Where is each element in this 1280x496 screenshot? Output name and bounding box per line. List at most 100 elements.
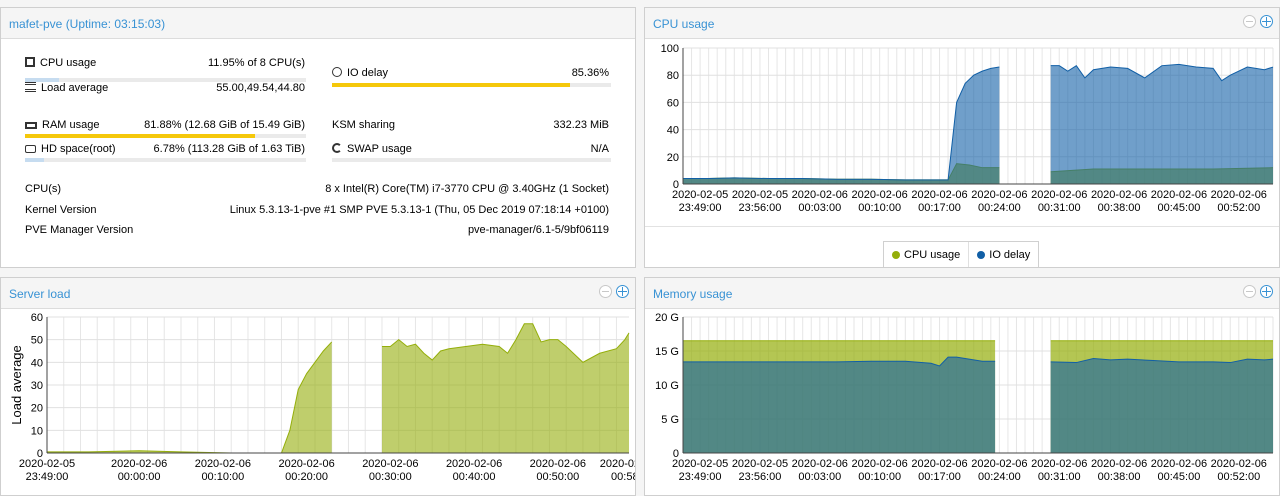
server-load-title: Server load <box>9 287 71 301</box>
hd-space-bar <box>25 158 306 162</box>
x-tick-label-date: 2020-02-06 <box>1151 189 1207 201</box>
cpu-icon <box>25 57 35 67</box>
cpu-usage-title: CPU usage <box>653 17 715 31</box>
cpu-usage-label-row: CPU usage <box>25 57 96 69</box>
memory-usage-chart: 05 G10 G15 G20 G2020-02-0523:49:002020-0… <box>655 312 1274 483</box>
memory-usage-title: Memory usage <box>653 287 733 301</box>
x-tick-label-date: 2020-02-06 <box>792 189 848 201</box>
y-tick-label: 0 <box>673 179 679 191</box>
kernel-version-label: Kernel Version <box>25 204 97 216</box>
zoom-reset-icon[interactable] <box>1243 285 1256 298</box>
x-tick-label-date: 2020-02-06 <box>195 458 251 470</box>
y-tick-label: 0 <box>673 448 679 460</box>
x-tick-label-date: 2020-02-05 <box>19 458 75 470</box>
x-tick-label-time: 23:49:00 <box>679 202 722 214</box>
y-tick-label: 60 <box>667 97 679 109</box>
ram-usage-value: 81.88% (12.68 GiB of 15.49 GiB) <box>144 119 305 131</box>
x-tick-label-date: 2020-02-06 <box>111 458 167 470</box>
cpu-usage-panel: CPU usage 0 20 40 60 80 100 2020-02-05 23:49:00… <box>644 7 1280 268</box>
hd-space-label: HD space(root) <box>41 143 116 155</box>
x-tick-label-time: 00:03:00 <box>798 202 841 214</box>
legend-item-io-delay[interactable]: IO delay <box>968 242 1038 267</box>
summary-panel: mafet-pve (Uptime: 03:15:03) CPU usage 1… <box>0 7 636 268</box>
memory-usage-header: Memory usage <box>645 278 1279 309</box>
x-tick-label-date: 2020-02-06 <box>852 189 908 201</box>
x-tick-label-date: 2020-02-06 <box>971 458 1027 470</box>
x-tick-label-date: 2020-02-06 <box>1031 189 1087 201</box>
server-load-panel: Server load 0 10 20 30 40 50 60 2020-02-05 23:49… <box>0 277 636 496</box>
y-tick-label: 20 <box>667 152 679 164</box>
area-io-delay <box>1050 64 1273 184</box>
x-tick-label-time: 00:45:00 <box>1158 471 1201 483</box>
x-tick-label-time: 00:52:00 <box>1217 202 1260 214</box>
hd-space-bar-fill <box>25 158 45 162</box>
x-tick-label-date: 2020-02-06 <box>1211 458 1267 470</box>
y-tick-label: 50 <box>31 335 43 347</box>
ram-usage-label-row: RAM usage <box>25 119 99 131</box>
line-used <box>1050 357 1274 364</box>
pve-manager-version-value: pve-manager/6.1-5/9bf06119 <box>467 224 609 236</box>
x-tick-label-time: 00:31:00 <box>1038 202 1081 214</box>
memory-usage-header-icons <box>1243 285 1273 298</box>
ram-usage-label: RAM usage <box>42 119 100 131</box>
x-tick-label-time: 00:58 <box>611 471 636 483</box>
io-delay-label: IO delay <box>347 67 388 79</box>
x-tick-label-time: 23:49:00 <box>26 471 69 483</box>
y-tick-label: 5 G <box>661 414 679 426</box>
ram-usage-bar-fill <box>25 134 256 138</box>
zoom-reset-icon[interactable] <box>1243 15 1256 28</box>
cpu-usage-bar <box>25 78 306 82</box>
legend-label-io: IO delay <box>989 249 1031 261</box>
zoom-in-icon[interactable] <box>1260 285 1273 298</box>
line-load-average <box>47 341 333 454</box>
y-tick-label: 100 <box>661 43 679 55</box>
zoom-reset-icon[interactable] <box>599 285 612 298</box>
x-tick-label-time: 00:45:00 <box>1158 202 1201 214</box>
zoom-in-icon[interactable] <box>1260 15 1273 28</box>
x-tick-label-date: 2020-02-05 <box>732 189 788 201</box>
cpu-usage-chart: 0204060801002020-02-0523:49:002020-02-05… <box>661 43 1274 214</box>
io-delay-value: 85.36% <box>571 67 609 79</box>
cpu-usage-header: CPU usage <box>645 8 1279 39</box>
legend-item-cpu-usage[interactable]: CPU usage <box>884 242 968 267</box>
ram-usage-bar <box>25 134 306 138</box>
x-tick-label-time: 00:30:00 <box>369 471 412 483</box>
swap-usage-label-row: SWAP usage <box>332 143 412 155</box>
kernel-version-value: Linux 5.3.13-1-pve #1 SMP PVE 5.3.13-1 (… <box>229 204 609 216</box>
cpu-usage-legend: CPU usage IO delay <box>883 241 1040 267</box>
x-tick-label-date: 2020-02-06 <box>1031 458 1087 470</box>
x-tick-label-date: 2020-02-06 <box>911 189 967 201</box>
summary-header: mafet-pve (Uptime: 03:15:03) <box>1 8 635 39</box>
x-tick-label-date: 2020-02-06 <box>1151 458 1207 470</box>
io-delay-label-row: IO delay <box>332 67 388 79</box>
zoom-in-icon[interactable] <box>616 285 629 298</box>
cpus-value: 8 x Intel(R) Core(TM) i7-3770 CPU @ 3.40… <box>325 183 609 195</box>
x-tick-label-time: 00:10:00 <box>858 202 901 214</box>
cpus-label: CPU(s) <box>25 183 62 195</box>
io-delay-bar <box>332 83 611 87</box>
area-io-delay <box>683 67 1000 184</box>
legend-label-cpu: CPU usage <box>904 249 961 261</box>
x-tick-label-time: 00:10:00 <box>201 471 244 483</box>
y-tick-label: 40 <box>667 125 679 137</box>
x-tick-label-date: 2020-02-06 <box>1211 189 1267 201</box>
load-average-label: Load average <box>41 82 109 94</box>
load-average-value: 55.00,49.54,44.80 <box>216 82 305 94</box>
line-load-average <box>381 323 630 363</box>
list-icon <box>25 82 36 92</box>
x-tick-label-date: 2020-02-05 <box>672 189 728 201</box>
hdd-icon <box>25 145 36 153</box>
area-load-average <box>47 341 332 453</box>
pve-manager-version-label: PVE Manager Version <box>25 224 134 236</box>
swap-usage-value: N/A <box>590 143 609 155</box>
hd-space-label-row: HD space(root) <box>25 143 116 155</box>
refresh-icon <box>332 143 342 153</box>
y-tick-label: 20 <box>31 403 43 415</box>
x-tick-label-time: 00:00:00 <box>118 471 161 483</box>
x-tick-label-date: 2020-02-06 <box>362 458 418 470</box>
y-axis-label: Load average <box>9 345 24 425</box>
memory-icon <box>25 122 37 129</box>
ksm-sharing-value: 332.23 MiB <box>553 119 609 131</box>
